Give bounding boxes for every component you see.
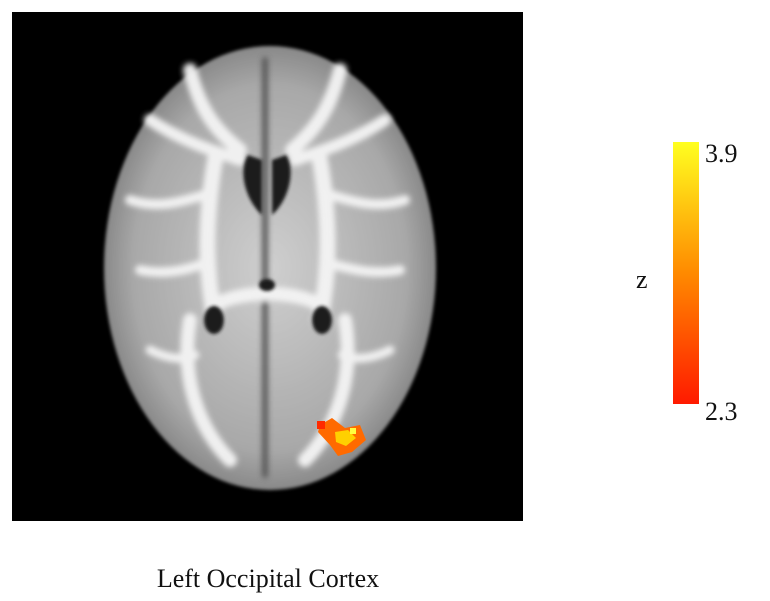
colorbar [673,142,699,404]
colorbar-min: 2.3 [705,397,738,426]
caption: Left Occipital Cortex [157,564,379,593]
colorbar-max: 3.9 [705,139,738,168]
colorbar-label: z [636,265,648,294]
activation-cluster [317,418,366,456]
brain-slice [104,46,436,490]
